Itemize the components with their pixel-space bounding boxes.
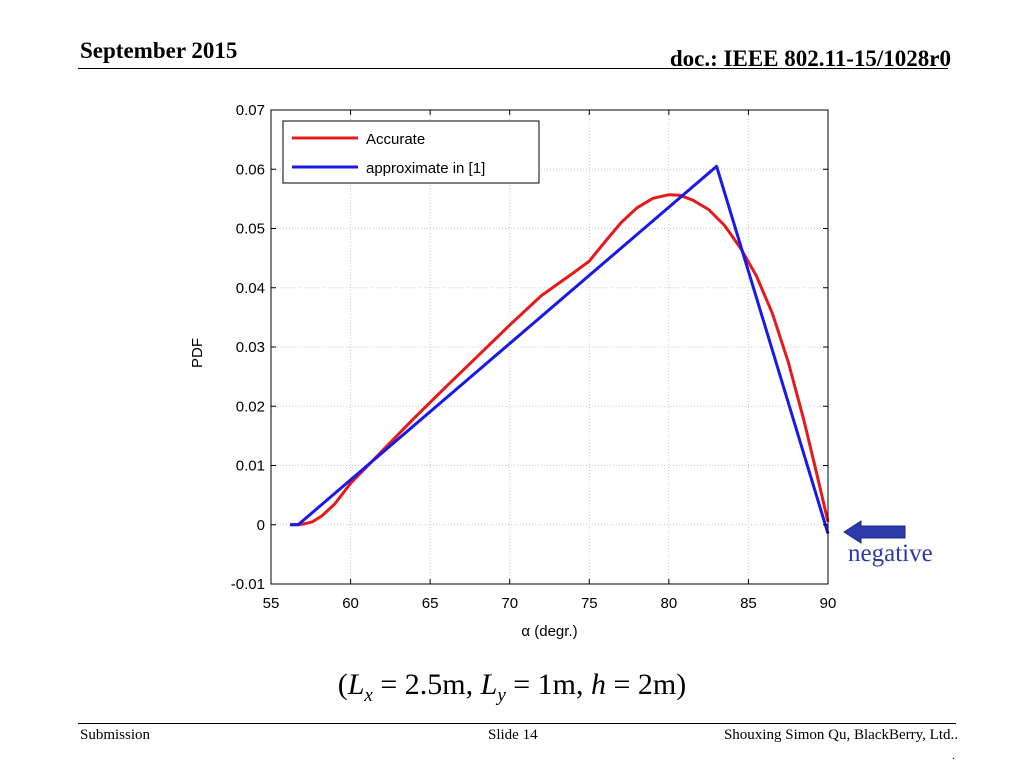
y-tick-label: 0: [257, 517, 265, 534]
series-line-accurate: [290, 193, 830, 527]
left-arrow-icon: [843, 520, 906, 544]
y-tick-label: 0.06: [236, 161, 265, 178]
ticks: [270, 109, 829, 585]
y-tick-label: 0.01: [236, 458, 265, 475]
x-tick-label: 70: [501, 595, 518, 612]
footer-submission: Submission: [80, 727, 151, 743]
x-tick-label: 65: [422, 595, 439, 612]
series-line-approximate: [290, 164, 830, 535]
x-axis-label: α (degr.): [521, 623, 577, 640]
y-tick-label: 0.07: [236, 102, 265, 119]
legend: Accurate approximate in [1]: [282, 120, 540, 184]
x-tick-label: 85: [740, 595, 757, 612]
legend-label-approximate: approximate in [1]: [366, 160, 485, 177]
legend-label-accurate: Accurate: [366, 131, 425, 148]
x-tick-label: 75: [581, 595, 598, 612]
x-tick-label: 80: [661, 595, 678, 612]
footer-rule: [78, 723, 956, 724]
pdf-chart: 55 60 65 70 75 80 85 90 -0.01 0 0.01 0.02 0.03 0.04 0…: [189, 102, 837, 640]
x-tick-labels: 55 60 65 70 75 80 85 90: [263, 595, 837, 612]
y-tick-labels: -0.01 0 0.01 0.02 0.03 0.04 0.05 0.06 0.07: [231, 102, 265, 593]
y-tick-label: 0.03: [236, 339, 265, 356]
y-tick-label: 0.05: [236, 221, 265, 238]
header-date: September 2015: [80, 38, 238, 63]
x-tick-label: 55: [263, 595, 280, 612]
y-tick-label: 0.02: [236, 398, 265, 415]
parameter-caption: (Lx = 2.5m, Ly = 1m, h = 2m): [337, 668, 687, 706]
y-tick-label: 0.04: [236, 280, 265, 297]
header-rule: [78, 68, 948, 69]
x-tick-label: 90: [820, 595, 837, 612]
y-axis-label: PDF: [189, 338, 206, 368]
x-tick-label: 60: [342, 595, 359, 612]
footer-dot: .: [952, 748, 955, 762]
negative-annotation: negative: [848, 540, 933, 567]
header-doc-id: doc.: IEEE 802.11-15/1028r0: [669, 46, 951, 71]
series-layer: [290, 164, 830, 535]
y-tick-label: -0.01: [231, 576, 265, 593]
legend-box: [282, 120, 540, 184]
footer-author: Shouxing Simon Qu, BlackBerry, Ltd..: [723, 727, 958, 743]
footer-slide-number: Slide 14: [488, 727, 538, 743]
